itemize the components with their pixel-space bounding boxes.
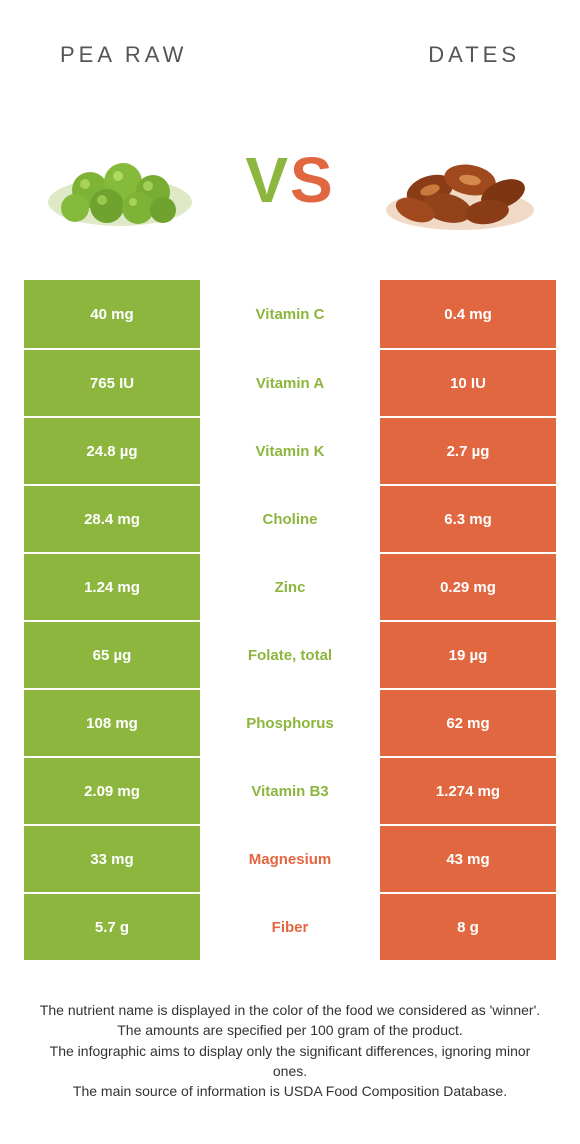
left-value: 1.24 mg <box>24 554 200 620</box>
header: PEA RAW DATES <box>0 0 580 90</box>
infographic: PEA RAW DATES V S <box>0 0 580 1144</box>
table-row: 108 mgPhosphorus62 mg <box>24 688 556 756</box>
nutrient-name: Phosphorus <box>200 690 380 756</box>
table-row: 40 mgVitamin C0.4 mg <box>24 280 556 348</box>
right-value: 10 IU <box>380 350 556 416</box>
right-value: 8 g <box>380 894 556 960</box>
footer-line: The infographic aims to display only the… <box>34 1041 546 1082</box>
table-row: 765 IUVitamin A10 IU <box>24 348 556 416</box>
table-row: 1.24 mgZinc0.29 mg <box>24 552 556 620</box>
right-value: 0.29 mg <box>380 554 556 620</box>
table-row: 5.7 gFiber8 g <box>24 892 556 960</box>
left-value: 65 µg <box>24 622 200 688</box>
right-value: 62 mg <box>380 690 556 756</box>
right-value: 6.3 mg <box>380 486 556 552</box>
left-value: 24.8 µg <box>24 418 200 484</box>
table-row: 2.09 mgVitamin B31.274 mg <box>24 756 556 824</box>
hero-row: V S <box>0 90 580 280</box>
left-food-title: PEA RAW <box>60 42 187 68</box>
left-value: 33 mg <box>24 826 200 892</box>
dates-image <box>375 120 545 240</box>
footer-notes: The nutrient name is displayed in the co… <box>34 1000 546 1101</box>
right-value: 1.274 mg <box>380 758 556 824</box>
left-value: 5.7 g <box>24 894 200 960</box>
nutrient-name: Vitamin K <box>200 418 380 484</box>
nutrient-name: Vitamin A <box>200 350 380 416</box>
footer-line: The amounts are specified per 100 gram o… <box>34 1020 546 1040</box>
nutrient-name: Magnesium <box>200 826 380 892</box>
left-value: 765 IU <box>24 350 200 416</box>
nutrient-name: Folate, total <box>200 622 380 688</box>
table-row: 28.4 mgCholine6.3 mg <box>24 484 556 552</box>
table-row: 65 µgFolate, total19 µg <box>24 620 556 688</box>
nutrient-name: Zinc <box>200 554 380 620</box>
right-value: 0.4 mg <box>380 280 556 348</box>
right-value: 2.7 µg <box>380 418 556 484</box>
table-row: 24.8 µgVitamin K2.7 µg <box>24 416 556 484</box>
left-value: 28.4 mg <box>24 486 200 552</box>
left-value: 2.09 mg <box>24 758 200 824</box>
vs-s: S <box>290 148 335 212</box>
peas-image <box>35 120 205 240</box>
vs-label: V S <box>245 148 334 212</box>
nutrient-name: Vitamin C <box>200 280 380 348</box>
nutrient-name: Vitamin B3 <box>200 758 380 824</box>
right-value: 43 mg <box>380 826 556 892</box>
nutrient-name: Fiber <box>200 894 380 960</box>
right-food-title: DATES <box>428 42 520 68</box>
footer-line: The nutrient name is displayed in the co… <box>34 1000 546 1020</box>
right-value: 19 µg <box>380 622 556 688</box>
nutrient-name: Choline <box>200 486 380 552</box>
left-value: 108 mg <box>24 690 200 756</box>
vs-v: V <box>245 148 290 212</box>
table-row: 33 mgMagnesium43 mg <box>24 824 556 892</box>
footer-line: The main source of information is USDA F… <box>34 1081 546 1101</box>
nutrient-table: 40 mgVitamin C0.4 mg765 IUVitamin A10 IU… <box>24 280 556 960</box>
left-value: 40 mg <box>24 280 200 348</box>
